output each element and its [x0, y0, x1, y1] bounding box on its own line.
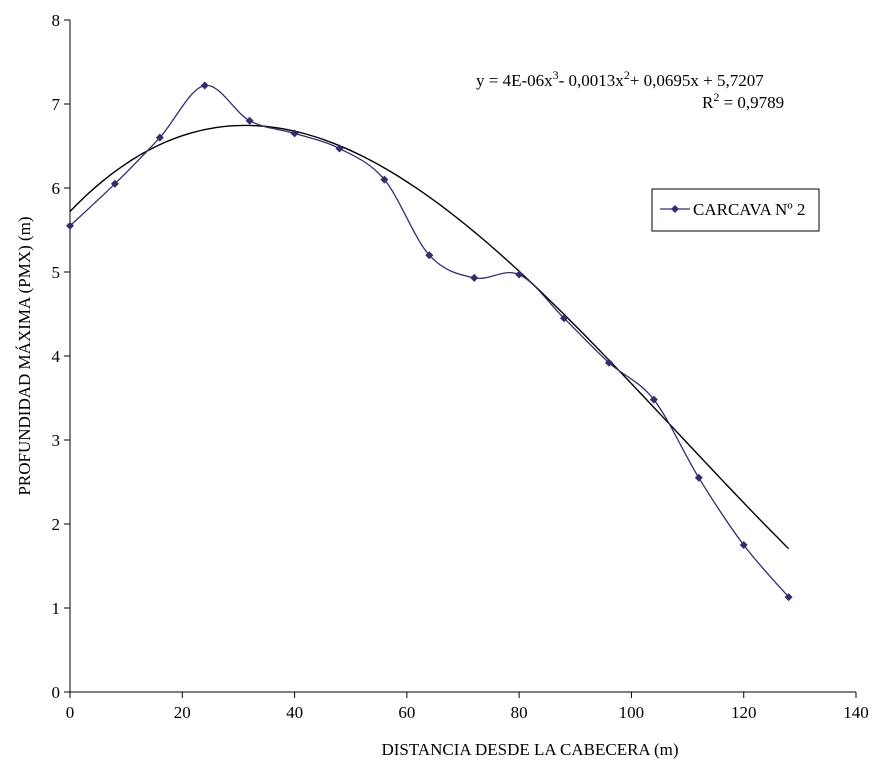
y-tick-label: 8 — [52, 11, 61, 30]
y-tick-label: 7 — [52, 95, 61, 114]
y-tick-label: 5 — [52, 263, 61, 282]
y-tick-label: 3 — [52, 431, 61, 450]
data-point — [694, 473, 703, 482]
y-ticks: 0 1 2 3 4 5 6 7 8 — [52, 11, 70, 702]
y-tick-label: 2 — [52, 515, 61, 534]
trendline-equation: y = 4E-06x3- 0,0013x2+ 0,0695x + 5,7207 … — [476, 68, 784, 112]
data-point — [380, 175, 389, 184]
data-point — [66, 221, 74, 230]
y-tick-label: 0 — [52, 683, 61, 702]
y-tick-label: 6 — [52, 179, 61, 198]
x-tick-label: 80 — [511, 703, 528, 722]
data-point — [290, 129, 299, 138]
legend-label: CARCAVA Nº 2 — [693, 200, 805, 219]
data-point — [604, 358, 613, 367]
x-tick-label: 40 — [286, 703, 303, 722]
data-point — [245, 116, 254, 125]
data-point — [649, 395, 658, 404]
x-tick-label: 60 — [398, 703, 415, 722]
legend: CARCAVA Nº 2 — [651, 188, 820, 232]
data-point — [110, 179, 119, 188]
data-point — [560, 314, 569, 323]
y-axis-title: PROFUNDIDAD MÁXIMA (PMX) (m) — [15, 216, 34, 495]
x-tick-label: 140 — [843, 703, 869, 722]
y-tick-label: 1 — [52, 599, 61, 618]
x-tick-label: 0 — [66, 703, 75, 722]
x-tick-label: 100 — [619, 703, 645, 722]
y-tick-label: 4 — [52, 347, 61, 366]
x-tick-label: 120 — [731, 703, 757, 722]
data-point — [470, 273, 479, 282]
trendline-r2-text: R2 = 0,9789 — [702, 90, 784, 112]
data-point — [515, 270, 524, 279]
data-point — [155, 133, 164, 142]
data-point — [200, 81, 209, 90]
data-point — [335, 144, 344, 153]
data-point — [784, 593, 793, 602]
plot-area — [66, 81, 793, 602]
x-tick-label: 20 — [174, 703, 191, 722]
data-point — [739, 541, 748, 549]
x-ticks: 0 20 40 60 80 100 120 140 — [66, 692, 869, 722]
legend-marker-icon — [671, 205, 679, 213]
trendline-equation-text: y = 4E-06x3- 0,0013x2+ 0,0695x + 5,7207 — [476, 68, 764, 90]
series-line — [69, 84, 790, 598]
data-point — [425, 251, 434, 260]
axes — [69, 20, 856, 693]
x-axis-title: DISTANCIA DESDE LA CABECERA (m) — [381, 740, 678, 759]
legend-box — [651, 188, 820, 232]
